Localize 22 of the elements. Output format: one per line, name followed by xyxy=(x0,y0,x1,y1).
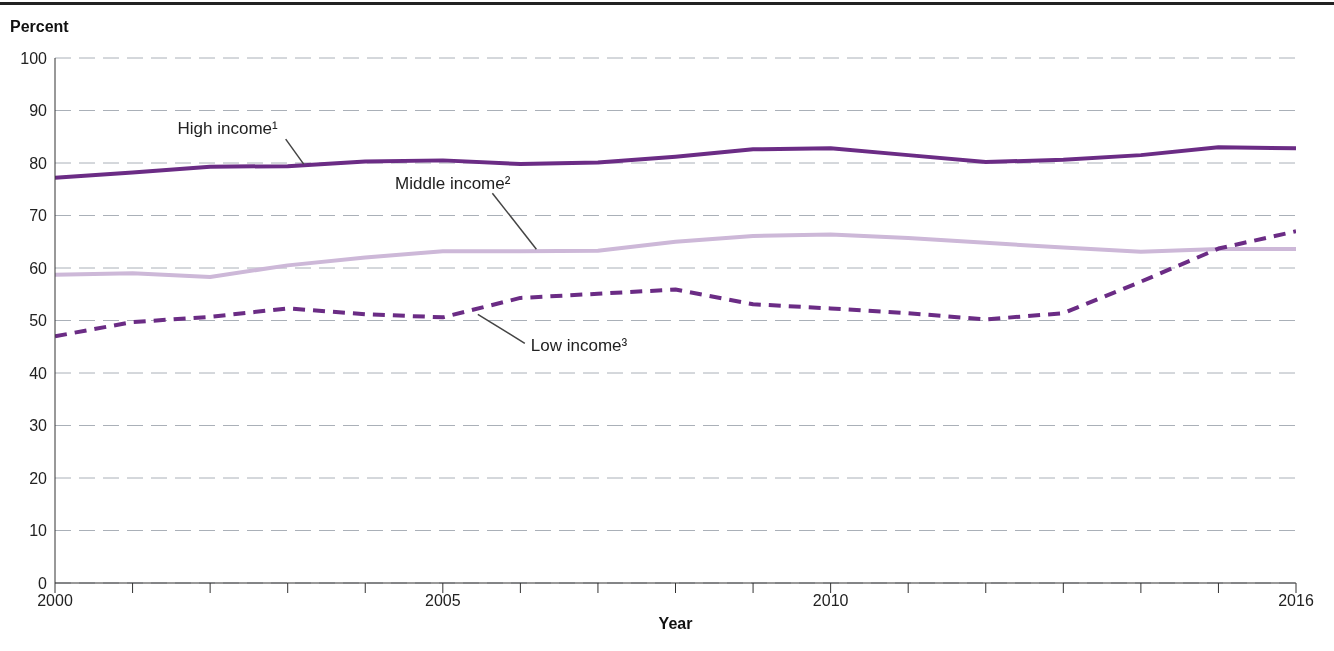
y-tick-label: 0 xyxy=(38,574,48,592)
y-tick-label: 40 xyxy=(29,364,48,382)
y-tick-label: 60 xyxy=(29,259,48,277)
x-tick-label: 2010 xyxy=(812,592,849,610)
y-tick-label: 70 xyxy=(29,207,48,225)
text: Middle income² xyxy=(395,174,511,194)
y-tick-label: 90 xyxy=(29,102,48,120)
y-tick-label: 100 xyxy=(20,49,48,67)
x-tick-label: 2005 xyxy=(425,592,461,610)
line-series xyxy=(55,232,1296,279)
y-tick-label: 80 xyxy=(29,154,48,172)
x-tick-label: 2000 xyxy=(37,592,73,610)
line-series xyxy=(55,229,1296,339)
x-tick-label: 2016 xyxy=(1278,592,1314,610)
y-tick-label: 20 xyxy=(29,469,48,487)
x-axis-title: Year xyxy=(658,615,693,632)
series-label: High income¹ xyxy=(177,119,279,139)
y-tick-label: 10 xyxy=(29,522,48,540)
y-tick-label: 50 xyxy=(29,312,48,330)
text: Low income³ xyxy=(530,336,628,356)
y-tick-label: 30 xyxy=(29,417,48,435)
y-axis-title: Percent xyxy=(10,18,69,36)
